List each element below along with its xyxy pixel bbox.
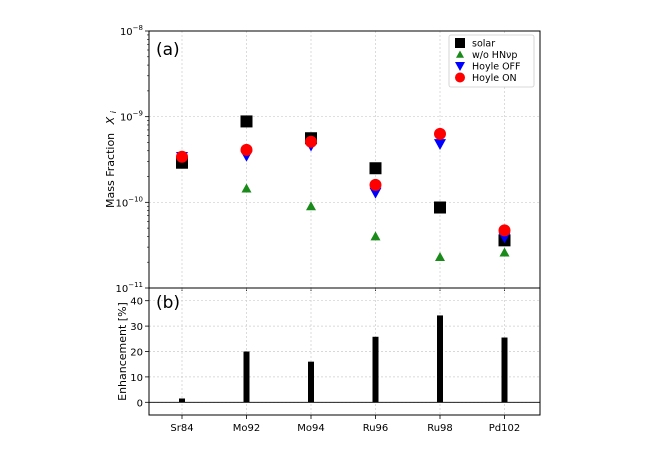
legend-marker <box>456 50 464 58</box>
data-point <box>369 162 382 175</box>
data-point <box>434 139 446 150</box>
legend-marker <box>455 72 465 83</box>
series-solar <box>176 115 511 247</box>
panel-a-data-points <box>176 115 511 262</box>
tick-base: 10 <box>115 284 128 295</box>
tick-exponent: −11 <box>128 281 143 289</box>
y-axis-label-text: Mass Fraction <box>104 133 117 208</box>
tick-exponent: −9 <box>133 110 143 118</box>
x-axis-ticks: Sr84 Mo92 Mo94 Ru96 Ru98 Pd102 <box>170 415 520 434</box>
y-tick-label: 10−9 <box>120 110 143 124</box>
x-tick-label: Sr84 <box>170 423 193 434</box>
bar <box>372 336 379 403</box>
legend-label: Hoyle ON <box>472 73 517 84</box>
legend-label: w/o HNνp <box>472 50 517 61</box>
tick-exponent: −10 <box>128 195 143 203</box>
data-point <box>241 183 252 193</box>
tick-base: 10 <box>115 198 128 209</box>
tick-base: 10 <box>120 27 133 38</box>
data-point <box>435 252 445 262</box>
legend-marker <box>455 62 465 71</box>
data-point <box>434 127 446 140</box>
legend-item: w/o HNνp <box>456 50 517 61</box>
data-point <box>305 135 317 148</box>
legend-item: Hoyle OFF <box>455 62 521 73</box>
legend-item: solar <box>455 38 495 50</box>
series-w-o-hn-p <box>241 183 510 262</box>
series-hoyle-off <box>176 139 511 244</box>
panel-b-label: (b) <box>156 293 180 313</box>
y-axis-label-subscript: i <box>109 110 118 113</box>
data-point <box>498 224 511 237</box>
panel-a-label: (a) <box>156 40 180 60</box>
data-point <box>370 231 381 241</box>
bar <box>308 361 314 403</box>
bar <box>179 398 185 403</box>
tick-exponent: −8 <box>133 24 143 32</box>
y-tick-label: 10−11 <box>115 281 143 295</box>
y-tick-label: 10 <box>130 373 143 384</box>
panel-b-enhancement: 0 10 20 30 40 (b) Enhancement [%] Sr84 Mo92 Mo… <box>116 287 541 434</box>
y-tick-label: 10−10 <box>115 195 143 209</box>
panel-b-y-axis-label: Enhancement [%] <box>116 302 129 401</box>
x-tick-label: Ru98 <box>427 423 453 434</box>
bar <box>437 315 443 403</box>
data-point <box>499 247 510 257</box>
data-point <box>434 201 446 214</box>
y-tick-label: 10−8 <box>120 24 143 38</box>
x-tick-label: Pd102 <box>489 423 520 434</box>
legend-label: solar <box>472 39 495 50</box>
y-tick-label: 40 <box>130 297 143 308</box>
bar <box>501 337 508 403</box>
panel-b-gridlines <box>149 288 540 415</box>
panel-a-y-axis-label: Mass Fraction X i <box>104 110 118 208</box>
y-axis-label-symbol: X <box>104 116 117 125</box>
data-point <box>176 150 188 163</box>
x-tick-label: Mo94 <box>297 423 324 434</box>
panel-b-frame <box>148 287 541 416</box>
legend-item: Hoyle ON <box>455 72 517 84</box>
data-point <box>240 115 253 128</box>
panel-b-bars <box>179 315 508 403</box>
y-tick-label: 30 <box>130 322 143 333</box>
data-point <box>369 178 382 191</box>
series-hoyle-on <box>176 127 511 237</box>
legend-label: Hoyle OFF <box>472 62 521 73</box>
data-point <box>306 201 316 211</box>
bar <box>243 351 250 403</box>
legend-box <box>448 34 535 88</box>
tick-base: 10 <box>120 113 133 124</box>
x-tick-label: Mo92 <box>233 423 260 434</box>
y-tick-label: 0 <box>137 398 143 409</box>
data-point <box>369 187 382 199</box>
panel-b-y-ticks: 0 10 20 30 40 <box>130 297 149 409</box>
data-point <box>240 143 253 156</box>
legend-marker <box>455 38 465 48</box>
y-tick-label: 20 <box>130 348 143 359</box>
x-tick-label: Ru96 <box>363 423 389 434</box>
